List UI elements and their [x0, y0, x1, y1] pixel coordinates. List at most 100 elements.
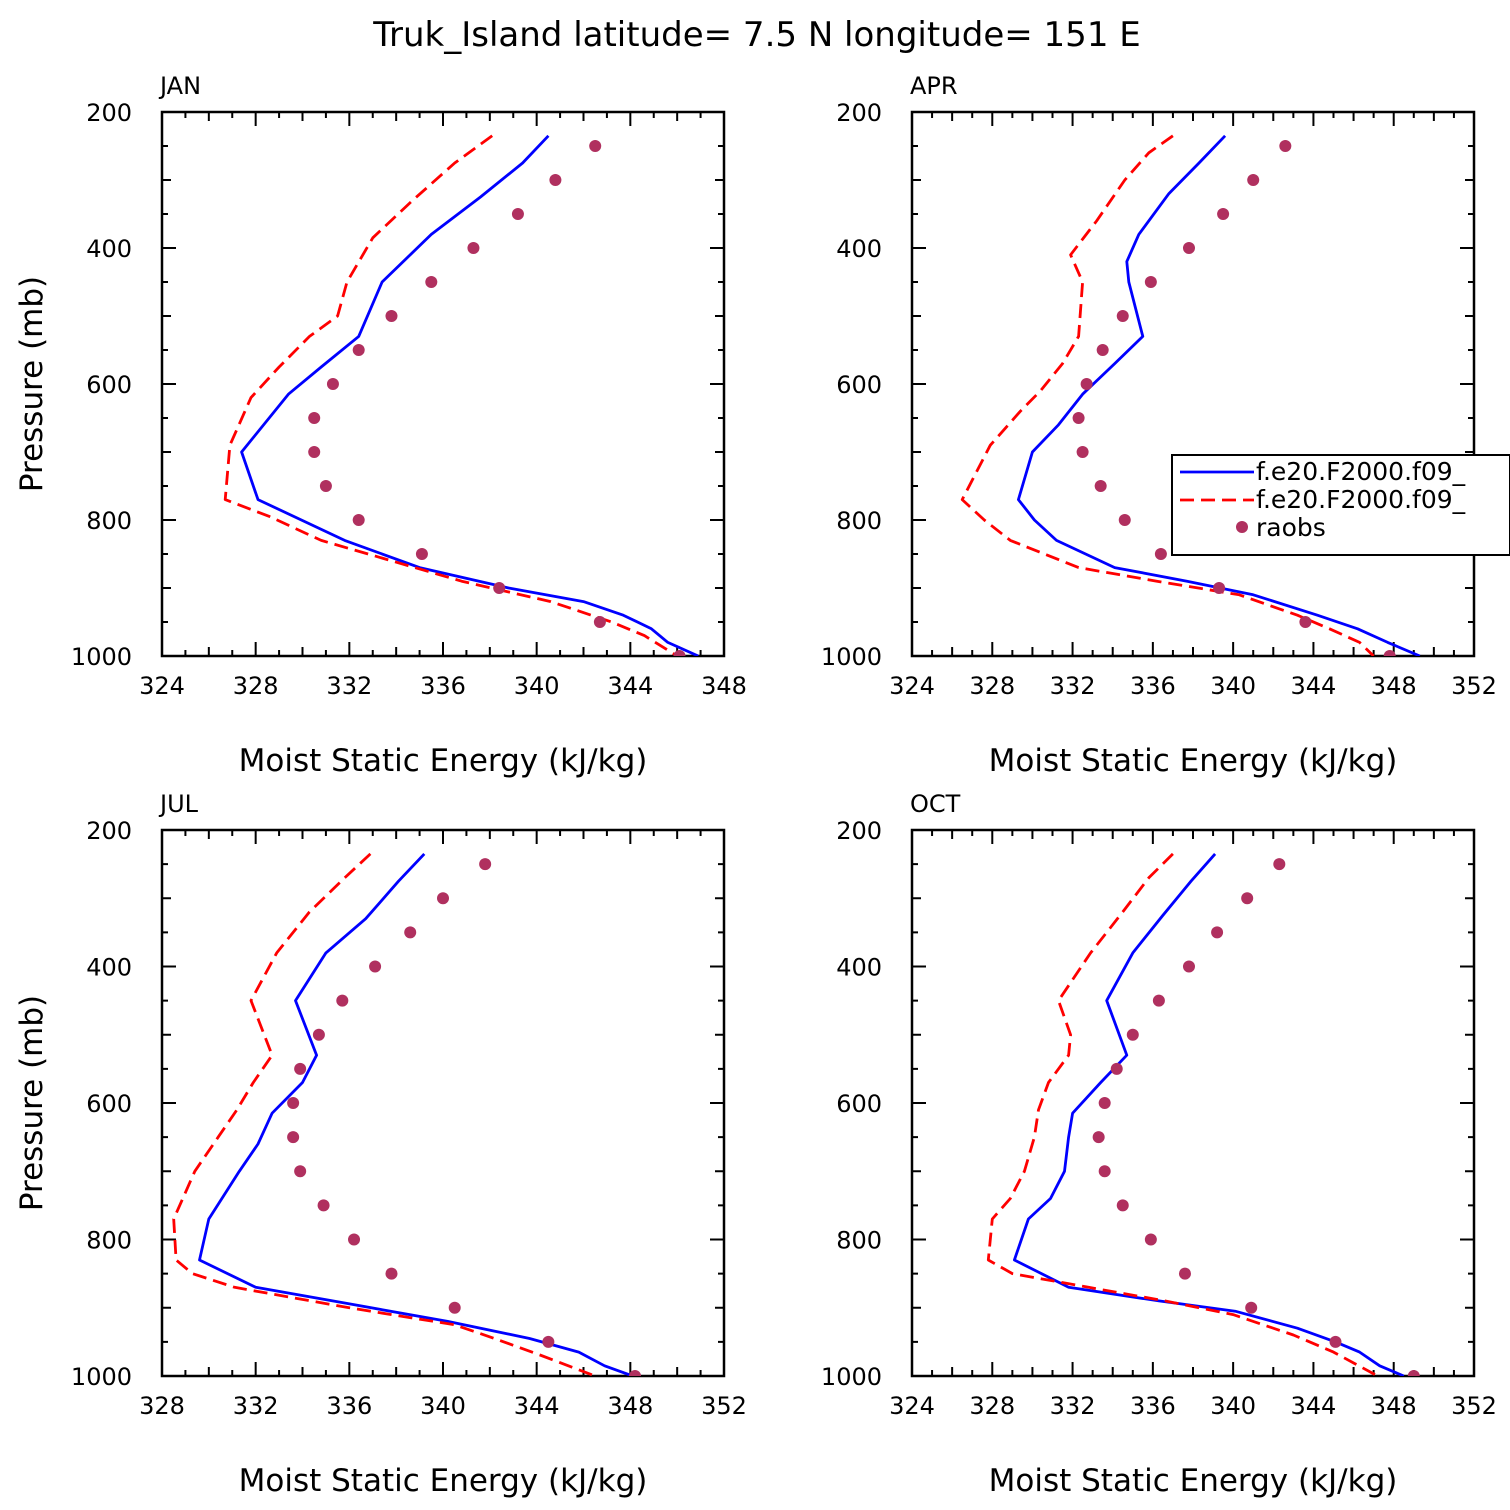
x-tick-label: 328	[969, 1392, 1015, 1420]
y-tick-label: 200	[836, 99, 882, 127]
raobs-point	[1116, 310, 1129, 322]
x-tick-label: 340	[420, 1392, 466, 1420]
y-axis-title: Pressure (mb)	[14, 276, 50, 492]
y-tick-label: 600	[836, 371, 882, 399]
raobs-point	[549, 174, 562, 186]
raobs-point	[312, 1028, 325, 1041]
raobs-point	[1279, 140, 1292, 152]
plot-frame	[910, 110, 1476, 658]
raobs-point	[1092, 1131, 1105, 1144]
x-axis-title: Moist Static Energy (kJ/kg)	[989, 1463, 1398, 1499]
series-line-dashed	[223, 134, 678, 656]
raobs-point	[593, 616, 606, 628]
raobs-point	[1182, 960, 1195, 973]
panel-oct: 324 328 332 336 340 344 348 352 200 400 600 800 1000…	[821, 790, 1497, 1499]
raobs-point	[1241, 892, 1254, 905]
x-tick-label: 352	[701, 1392, 747, 1420]
raobs-point	[1094, 480, 1107, 492]
panel-title: APR	[910, 72, 958, 100]
raobs-point	[294, 1062, 307, 1075]
x-tick-label: 348	[1371, 672, 1417, 700]
x-tick-label: 328	[139, 1392, 185, 1420]
y-tick-label: 400	[836, 235, 882, 263]
x-tick-label: 324	[889, 672, 935, 700]
raobs-point	[1080, 378, 1093, 390]
raobs-point	[1152, 994, 1165, 1007]
raobs-point	[1247, 174, 1260, 186]
x-tick-label: 340	[1210, 672, 1256, 700]
raobs-point	[404, 926, 417, 939]
x-tick-label: 336	[420, 672, 466, 700]
x-axis-title: Moist Static Energy (kJ/kg)	[989, 743, 1398, 779]
series-line-dashed	[960, 134, 1375, 656]
raobs-point	[629, 1370, 642, 1376]
x-tick-label: 344	[514, 1392, 560, 1420]
x-tick-label: 336	[326, 1392, 372, 1420]
panel-title: JUL	[158, 790, 199, 818]
y-tick-label: 200	[836, 817, 882, 845]
raobs-point	[385, 310, 398, 322]
raobs-point	[308, 446, 321, 458]
raobs-point	[1178, 1267, 1191, 1280]
raobs-point	[287, 1131, 300, 1144]
x-tick-label: 348	[1371, 1392, 1417, 1420]
y-tick-label: 1000	[821, 1363, 882, 1391]
x-tick-label: 348	[701, 672, 747, 700]
raobs-point	[1211, 926, 1224, 939]
figure-title: Truk_Island latitude= 7.5 N longitude= 1…	[372, 15, 1141, 55]
raobs-point	[1299, 616, 1312, 628]
y-tick-label: 600	[86, 371, 132, 399]
y-tick-label: 800	[86, 1227, 132, 1255]
raobs-point	[1144, 1233, 1157, 1246]
legend-swatch-marker	[1236, 521, 1248, 533]
legend-entry: f.e20.F2000.f09_	[1256, 457, 1466, 486]
raobs-point	[589, 140, 602, 152]
y-tick-label: 800	[836, 507, 882, 535]
panel-title: OCT	[910, 790, 961, 818]
raobs-point	[1098, 1165, 1111, 1178]
raobs-point	[415, 548, 428, 560]
panel-jan: 324 328 332 336 340 344 348 200 400 600 800 1000 JAN…	[14, 72, 747, 779]
y-tick-label: 1000	[821, 643, 882, 671]
raobs-point	[294, 1165, 307, 1178]
raobs-point	[1217, 208, 1230, 220]
raobs-point	[1098, 1097, 1111, 1109]
raobs-point	[1096, 344, 1109, 356]
raobs-point	[352, 344, 365, 356]
raobs-point	[317, 1199, 330, 1212]
x-tick-label: 352	[1451, 1392, 1497, 1420]
raobs-point	[1383, 650, 1396, 656]
raobs-point	[1116, 1199, 1129, 1212]
raobs-point	[448, 1301, 461, 1314]
raobs-point	[287, 1097, 300, 1109]
raobs-point	[467, 242, 480, 254]
series-line-solid	[1017, 134, 1421, 656]
x-tick-label: 328	[969, 672, 1015, 700]
raobs-point	[479, 858, 492, 871]
y-tick-label: 600	[836, 1090, 882, 1118]
series-line-solid	[1013, 852, 1405, 1376]
x-axis-title: Moist Static Energy (kJ/kg)	[239, 743, 648, 779]
raobs-point	[348, 1233, 361, 1246]
x-tick-label: 336	[1130, 672, 1176, 700]
raobs-point	[308, 412, 321, 424]
x-tick-label: 344	[607, 672, 653, 700]
y-tick-label: 400	[86, 954, 132, 982]
raobs-point	[1072, 412, 1085, 424]
raobs-point	[1126, 1028, 1139, 1041]
raobs-point	[1154, 548, 1167, 560]
series-line-solid	[240, 134, 699, 656]
y-tick-label: 600	[86, 1090, 132, 1118]
y-tick-label: 400	[86, 235, 132, 263]
raobs-point	[1407, 1370, 1420, 1376]
legend-entry: f.e20.F2000.f09_	[1256, 485, 1466, 514]
x-tick-label: 336	[1130, 1392, 1176, 1420]
y-tick-label: 800	[836, 1227, 882, 1255]
series-line-solid	[198, 852, 634, 1376]
raobs-point	[1273, 858, 1286, 871]
raobs-point	[1182, 242, 1195, 254]
plot-frame	[910, 828, 1476, 1378]
raobs-point	[542, 1335, 555, 1348]
x-tick-label: 348	[607, 1392, 653, 1420]
